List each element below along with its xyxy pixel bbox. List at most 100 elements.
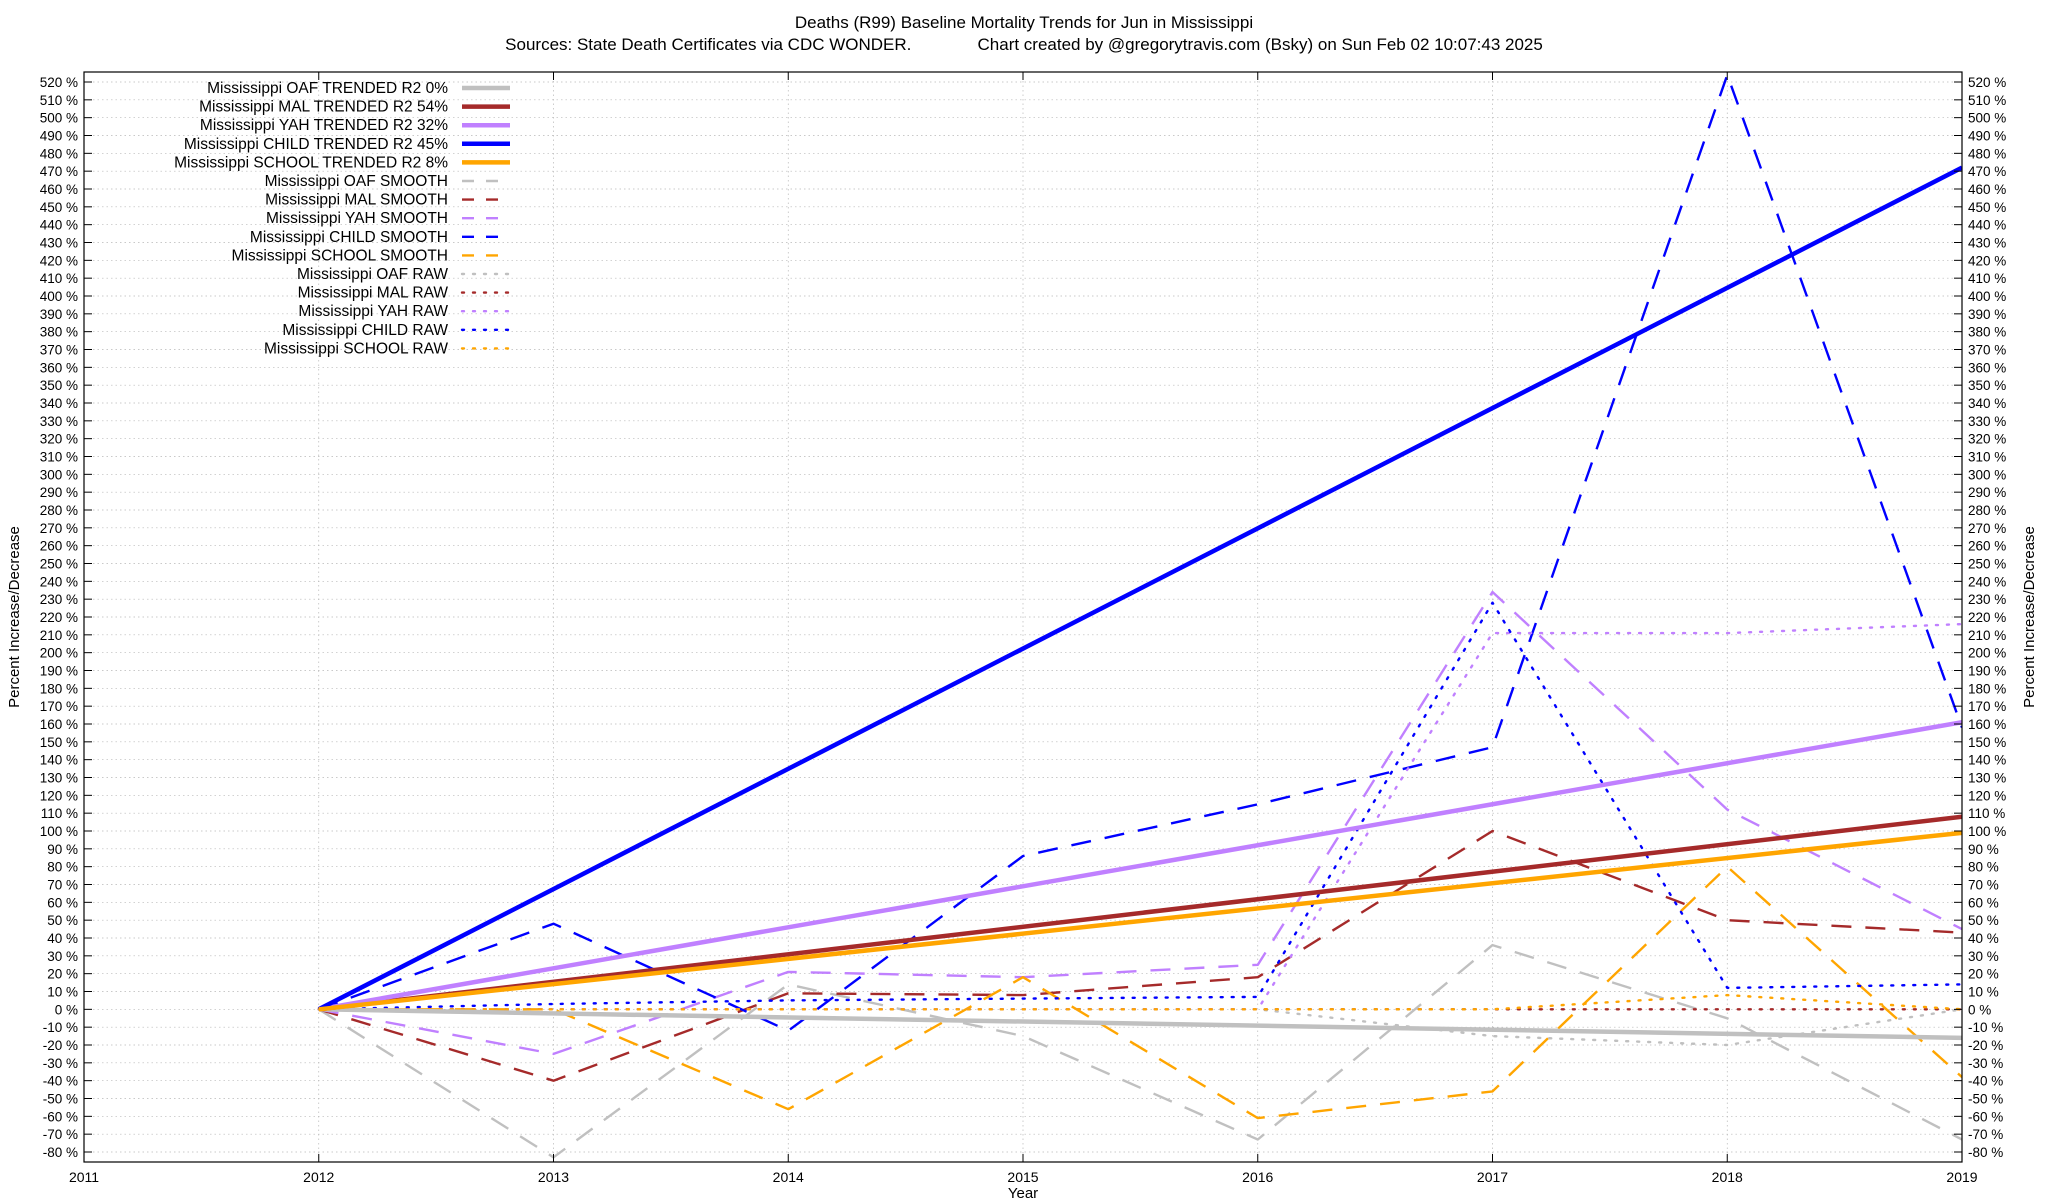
legend-label: Mississippi OAF TRENDED R2 0% xyxy=(207,80,448,97)
y-tick-label: 500 % xyxy=(40,111,78,126)
y-tick-label: 240 % xyxy=(1968,574,2006,589)
y-tick-label: 70 % xyxy=(47,878,78,893)
y-tick-label: 490 % xyxy=(1968,129,2006,144)
y-tick-label: 290 % xyxy=(40,485,78,500)
legend-label: Mississippi SCHOOL TRENDED R2 8% xyxy=(174,154,448,171)
y-tick-label: 220 % xyxy=(1968,610,2006,625)
y-tick-label: 100 % xyxy=(1968,824,2006,839)
y-tick-label: -30 % xyxy=(1968,1056,2003,1071)
y-tick-label: 20 % xyxy=(47,967,78,982)
y-tick-label: 210 % xyxy=(1968,628,2006,643)
x-tick-label: 2015 xyxy=(1007,1169,1038,1185)
y-tick-label: 350 % xyxy=(40,378,78,393)
y-tick-label: 490 % xyxy=(40,129,78,144)
y-tick-label: 80 % xyxy=(47,860,78,875)
y-tick-label: 410 % xyxy=(40,271,78,286)
y-tick-label: 470 % xyxy=(40,164,78,179)
y-tick-label: -10 % xyxy=(43,1020,78,1035)
y-tick-label: 410 % xyxy=(1968,271,2006,286)
y-tick-label: 80 % xyxy=(1968,860,1999,875)
legend-label: Mississippi CHILD SMOOTH xyxy=(250,229,448,246)
y-tick-label: 520 % xyxy=(40,75,78,90)
legend-label: Mississippi CHILD RAW xyxy=(282,322,448,339)
y-tick-label: 140 % xyxy=(1968,753,2006,768)
y-tick-label: 350 % xyxy=(1968,378,2006,393)
series-line-dotted xyxy=(317,601,1962,1011)
y-tick-label: 510 % xyxy=(1968,93,2006,108)
y-tick-label: 160 % xyxy=(1968,717,2006,732)
y-tick-label: 0 % xyxy=(1968,1002,1991,1017)
y-tick-label: -50 % xyxy=(1968,1092,2003,1107)
y-tick-label: 180 % xyxy=(40,681,78,696)
y-tick-label: 510 % xyxy=(40,93,78,108)
y-tick-label: 270 % xyxy=(40,521,78,536)
legend-label: Mississippi OAF RAW xyxy=(297,266,448,283)
legend: Mississippi OAF TRENDED R2 0% Mississippi… xyxy=(174,80,512,357)
y-tick-label: 450 % xyxy=(1968,200,2006,215)
y-tick-label: 300 % xyxy=(40,467,78,482)
y-tick-label: 100 % xyxy=(40,824,78,839)
y-tick-label: 50 % xyxy=(47,913,78,928)
x-tick-label: 2019 xyxy=(1946,1169,1977,1185)
y-tick-label: 200 % xyxy=(1968,646,2006,661)
y-tick-label: 520 % xyxy=(1968,75,2006,90)
series-line-dotted xyxy=(317,993,1962,1011)
y-tick-label: 70 % xyxy=(1968,878,1999,893)
y-tick-label: 30 % xyxy=(1968,949,1999,964)
y-tick-label: 120 % xyxy=(1968,788,2006,803)
x-tick-label: 2016 xyxy=(1242,1169,1273,1185)
y-tick-label: 400 % xyxy=(40,289,78,304)
y-tick-label: 440 % xyxy=(40,218,78,233)
x-tick-label: 2011 xyxy=(69,1169,99,1185)
legend-label: Mississippi SCHOOL SMOOTH xyxy=(232,247,448,264)
series-line-solid xyxy=(318,830,1962,1012)
y-tick-label: 280 % xyxy=(40,503,78,518)
series-line-solid xyxy=(318,1007,1962,1041)
y-tick-label: 270 % xyxy=(1968,521,2006,536)
y-tick-label: 110 % xyxy=(41,806,78,821)
y-tick-label: 120 % xyxy=(40,788,78,803)
y-tick-label: 140 % xyxy=(40,753,78,768)
y-tick-label: 60 % xyxy=(1968,895,1999,910)
y-tick-label: 230 % xyxy=(1968,592,2006,607)
series-line-dashed xyxy=(318,590,1962,1056)
y-tick-label: -30 % xyxy=(43,1056,78,1071)
y-tick-label: 260 % xyxy=(40,539,78,554)
y-tick-label: 160 % xyxy=(40,717,78,732)
y-tick-label: -20 % xyxy=(1968,1038,2003,1053)
y-tick-label: 220 % xyxy=(40,610,78,625)
x-tick-label: 2012 xyxy=(303,1169,334,1185)
series-line-dotted xyxy=(317,622,1962,1011)
legend-label: Mississippi MAL TRENDED R2 54% xyxy=(199,99,448,116)
y-axis-label-left: Percent Increase/Decrease xyxy=(6,526,23,708)
x-tick-label: 2014 xyxy=(773,1169,804,1185)
y-tick-label: 90 % xyxy=(1968,842,1999,857)
y-tick-label: 400 % xyxy=(1968,289,2006,304)
y-tick-label: 380 % xyxy=(40,325,78,340)
y-tick-label: -40 % xyxy=(43,1074,78,1089)
y-tick-label: -10 % xyxy=(1968,1020,2003,1035)
y-axis-right: -80 % -70 % -60 % -50 % -40 % -30 % -20 % -10 %… xyxy=(1954,75,2006,1160)
y-tick-label: 430 % xyxy=(1968,236,2006,251)
series-line-dashed xyxy=(318,865,1962,1120)
y-tick-label: 250 % xyxy=(40,557,78,572)
y-tick-label: 390 % xyxy=(1968,307,2006,322)
legend-label: Mississippi CHILD TRENDED R2 45% xyxy=(184,136,448,153)
y-tick-label: 460 % xyxy=(40,182,78,197)
y-tick-label: 330 % xyxy=(40,414,78,429)
y-tick-label: 190 % xyxy=(1968,664,2006,679)
series-line-dashed xyxy=(318,73,1962,1032)
y-tick-label: 90 % xyxy=(47,842,78,857)
x-axis: 2011 2012 2013 2014 2015 2016 2017 2018 2019 xyxy=(69,72,1978,1185)
y-tick-label: 250 % xyxy=(1968,557,2006,572)
y-tick-label: 150 % xyxy=(40,735,78,750)
y-tick-label: 440 % xyxy=(1968,218,2006,233)
y-tick-label: -50 % xyxy=(43,1092,78,1107)
y-tick-label: 260 % xyxy=(1968,539,2006,554)
y-tick-label: 340 % xyxy=(40,396,78,411)
y-tick-label: 390 % xyxy=(40,307,78,322)
y-tick-label: 380 % xyxy=(1968,325,2006,340)
y-tick-label: -80 % xyxy=(43,1145,78,1160)
y-tick-label: 420 % xyxy=(40,253,78,268)
y-tick-label: 360 % xyxy=(1968,360,2006,375)
